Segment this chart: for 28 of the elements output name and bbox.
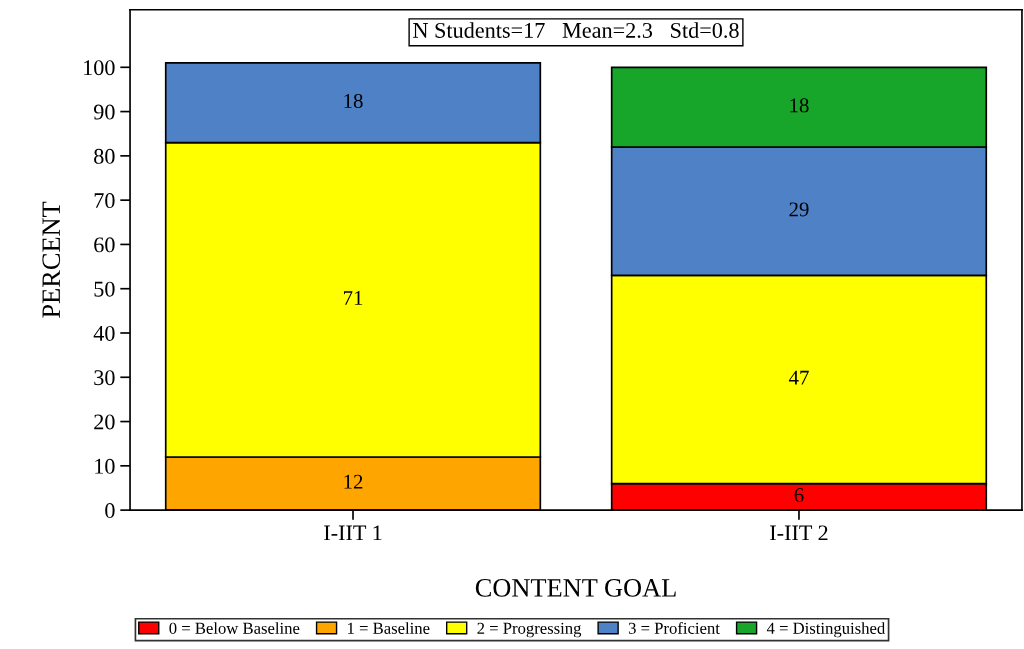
y-tick-label: 70 [94,193,115,209]
data-label: 12 [344,474,363,489]
legend-label: 0 = Below Baseline [169,622,300,634]
y-tick-label: 20 [94,414,115,430]
legend-label: 2 = Progressing [477,622,582,638]
y-tick-label: 100 [84,60,115,76]
y-tick-label: 40 [93,325,115,341]
y-tick-label: 50 [94,281,115,297]
y-axis-title: PERCENT [42,201,61,318]
data-label: 29 [789,202,809,217]
y-tick-label: 30 [94,370,115,386]
legend-label: 3 = Proficient [628,622,720,634]
annotation: N Students=17 Mean=2.3 Std=0.8 [413,22,739,38]
legend-label: 4 = Distinguished [766,622,886,638]
data-label: 18 [790,98,809,113]
data-label: 71 [343,291,363,305]
y-tick-label: 10 [95,458,115,474]
data-label: 18 [344,93,363,108]
x-tick-label: I-IIT 2 [770,525,828,541]
y-tick-label: 60 [94,237,115,253]
y-tick-label: 0 [105,503,115,519]
x-tick-label: I-IIT 1 [324,525,382,541]
x-axis-title: CONTENT GOAL [475,579,676,597]
y-tick-label: 80 [94,148,115,164]
data-label: 6 [794,488,804,503]
data-label: 47 [788,370,809,385]
y-tick-label: 90 [93,104,115,120]
legend-label: 1 = Baseline [348,622,430,634]
